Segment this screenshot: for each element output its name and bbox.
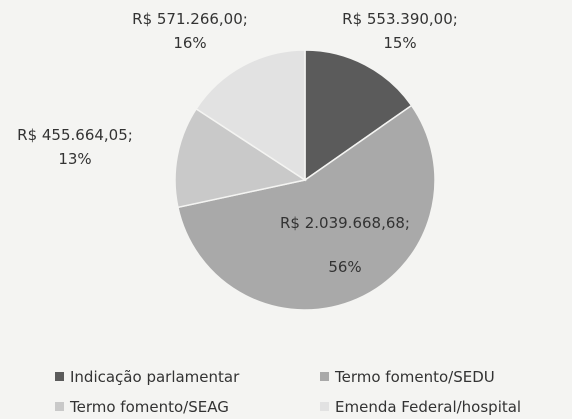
pie-slice xyxy=(174,107,307,209)
legend-swatch xyxy=(55,372,64,381)
percent-label: 56% xyxy=(328,258,362,276)
legend-item: Indicação parlamentar xyxy=(55,368,239,386)
legend-label: Termo fomento/SEDU xyxy=(335,368,495,386)
data-label: R$ 553.390,00; xyxy=(342,10,458,28)
data-label: R$ 571.266,00; xyxy=(132,10,248,28)
percent-label: 13% xyxy=(58,150,92,168)
legend-item: Emenda Federal/hospital xyxy=(320,398,521,416)
legend-swatch xyxy=(320,402,329,411)
data-label: R$ 455.664,05; xyxy=(17,126,133,144)
pie-slice xyxy=(304,49,413,182)
legend-label: Termo fomento/SEAG xyxy=(70,398,229,416)
pie-slice xyxy=(195,49,306,182)
legend-swatch xyxy=(55,402,64,411)
legend-label: Indicação parlamentar xyxy=(70,368,240,386)
legend-label: Emenda Federal/hospital xyxy=(335,398,522,416)
percent-label: 16% xyxy=(173,34,207,52)
data-label: R$ 2.039.668,68; xyxy=(280,214,410,232)
legend-item: Termo fomento/SEAG xyxy=(55,398,229,416)
legend-item: Termo fomento/SEDU xyxy=(320,368,495,386)
legend-swatch xyxy=(320,372,329,381)
percent-label: 15% xyxy=(383,34,417,52)
pie-slice xyxy=(177,104,436,311)
